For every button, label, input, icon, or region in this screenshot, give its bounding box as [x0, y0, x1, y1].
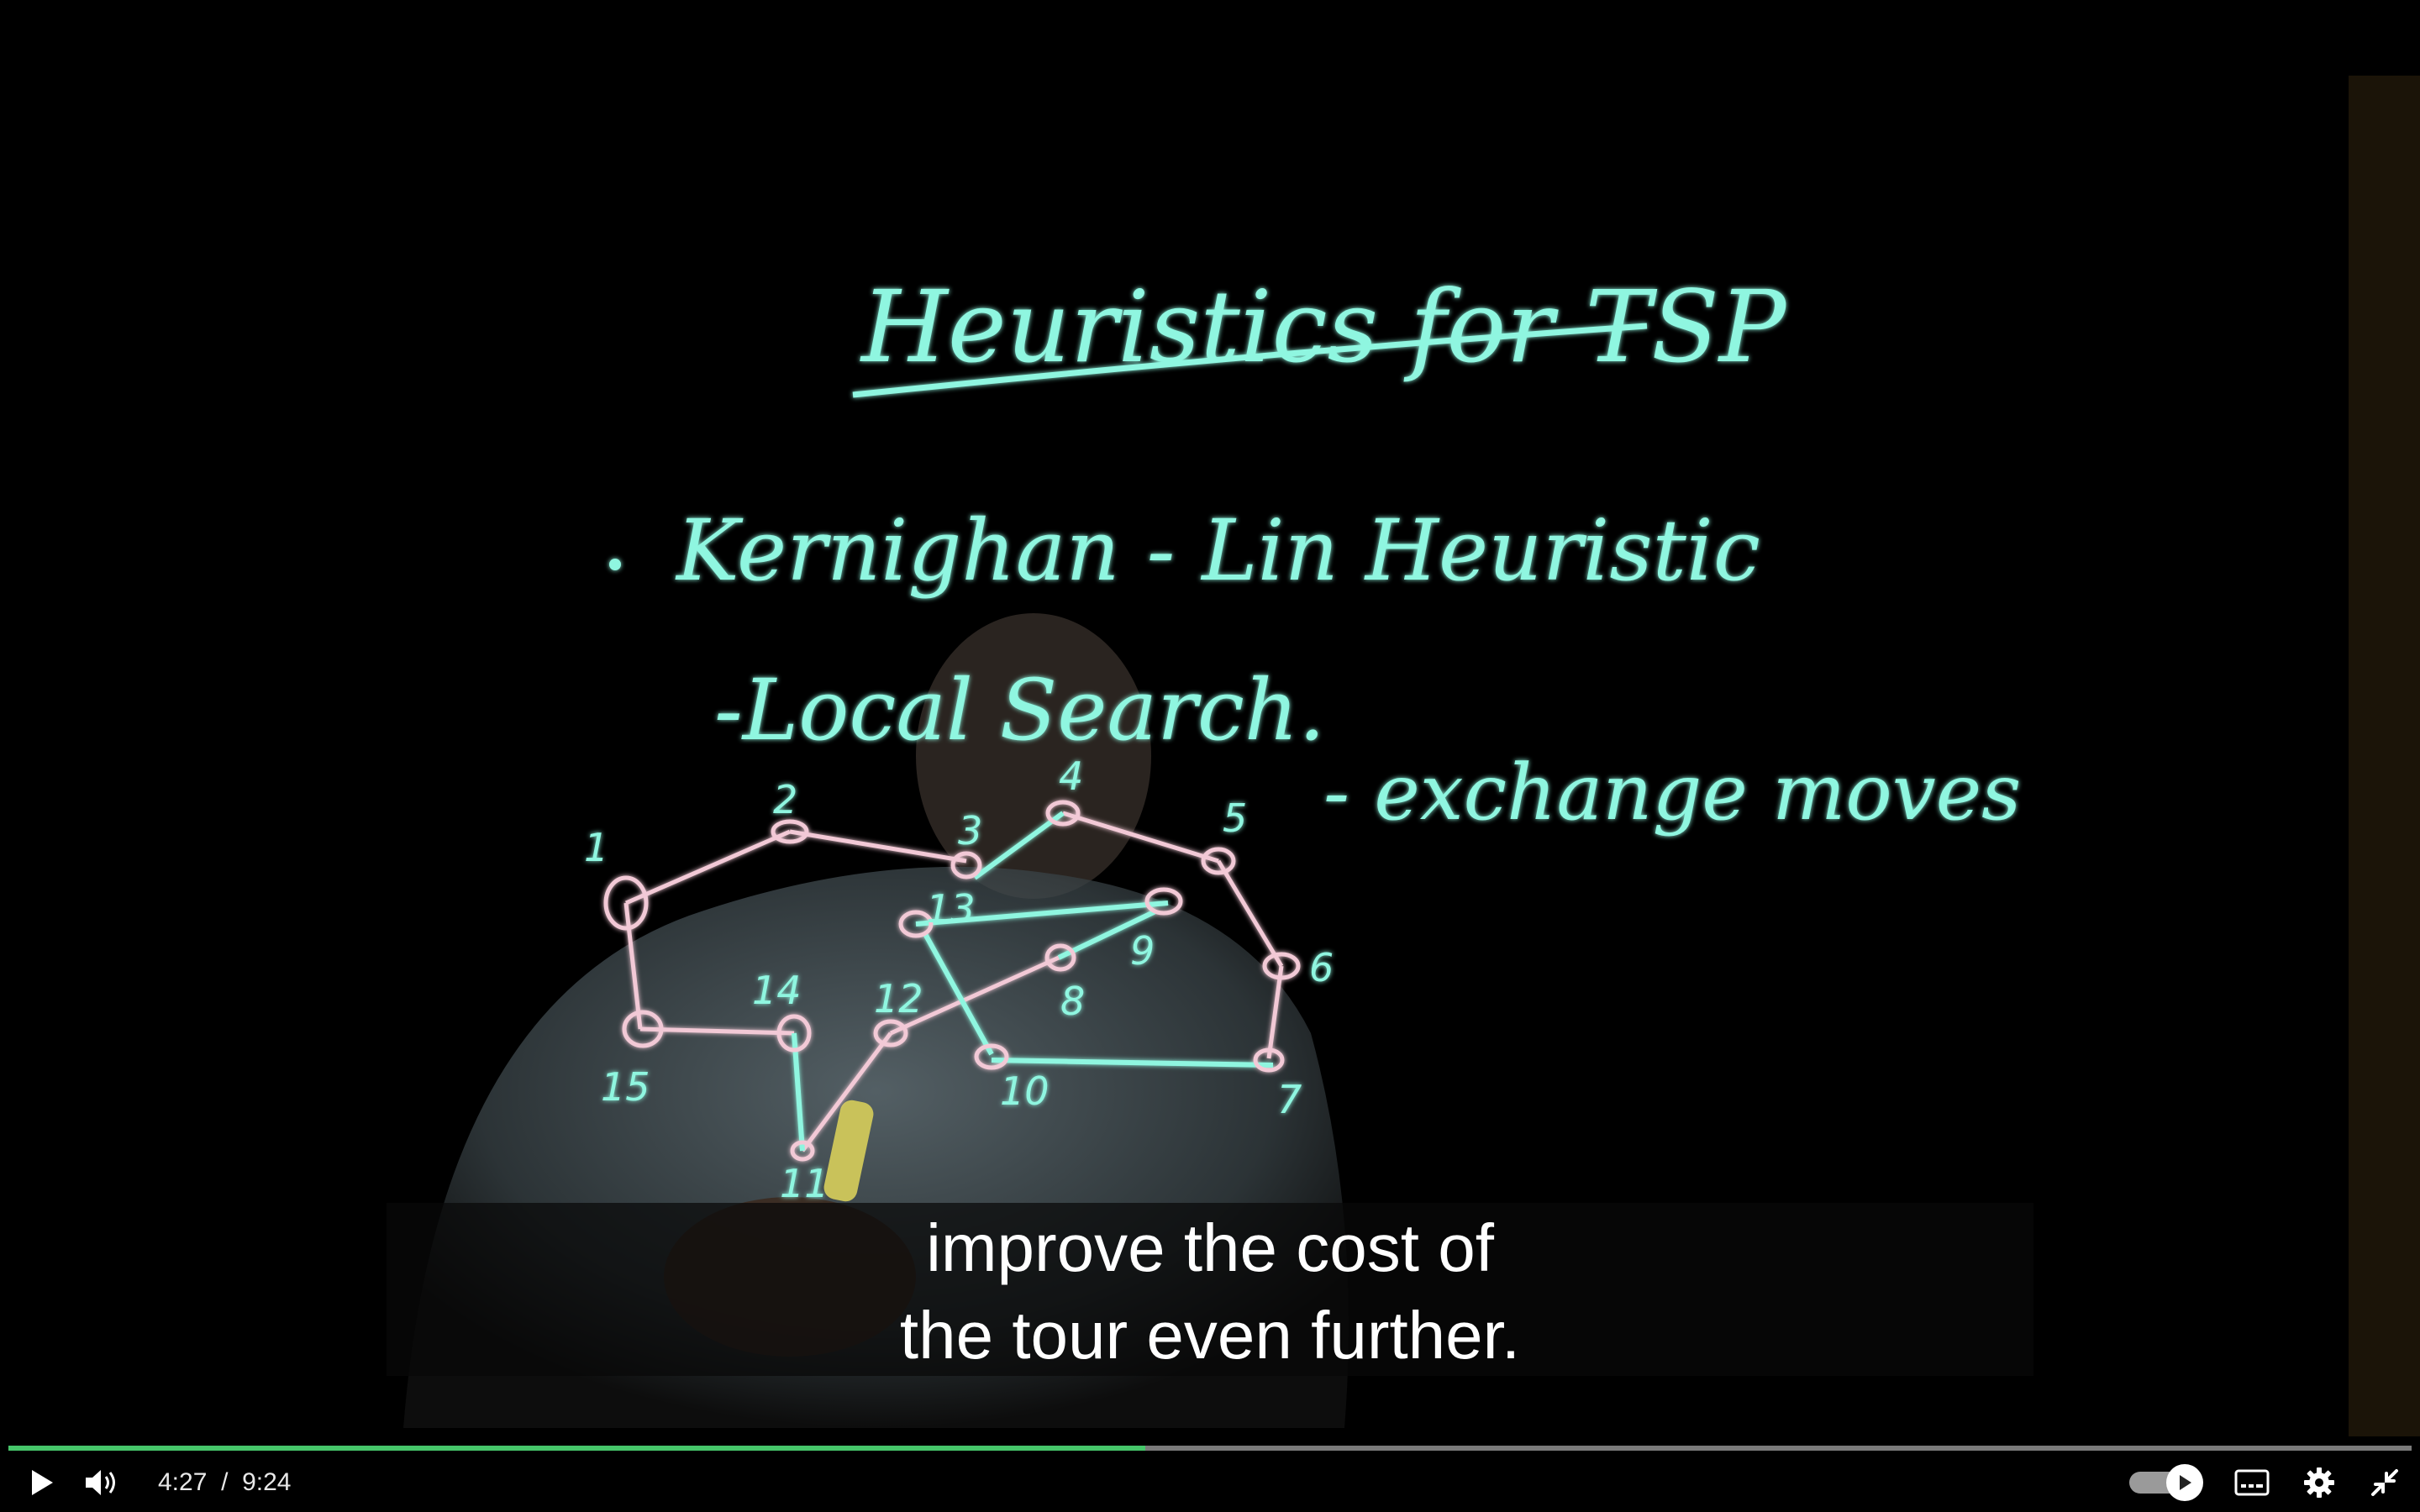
node-13 — [898, 910, 934, 938]
autoplay-toggle-knob[interactable] — [2166, 1464, 2203, 1501]
node-label-10: 10 — [1000, 1068, 1050, 1114]
node-10 — [974, 1043, 1009, 1070]
node-label-7: 7 — [1277, 1077, 1302, 1122]
node-6 — [1262, 952, 1301, 980]
progress-played — [8, 1446, 1145, 1451]
node-4 — [1045, 800, 1081, 827]
node-11 — [790, 1140, 815, 1162]
node-3 — [950, 851, 982, 879]
tour-edges-cyan — [792, 811, 1274, 1152]
settings-button[interactable] — [2301, 1462, 2338, 1504]
captions-button[interactable] — [2232, 1462, 2272, 1504]
node-label-9: 9 — [1130, 928, 1155, 974]
exit-fullscreen-button[interactable] — [2366, 1462, 2403, 1504]
tour-edges-pink — [623, 811, 1284, 1152]
duration: 9:24 — [242, 1468, 292, 1496]
node-label-14: 14 — [752, 968, 802, 1013]
gear-icon — [2304, 1467, 2334, 1498]
node-label-4: 4 — [1059, 753, 1083, 799]
node-14 — [776, 1014, 812, 1053]
node-label-5: 5 — [1223, 795, 1247, 841]
volume-button[interactable] — [81, 1462, 123, 1504]
progress-bar[interactable] — [8, 1446, 2412, 1451]
node-label-2: 2 — [773, 777, 797, 822]
subtitle-box — [387, 1203, 2033, 1376]
node-9 — [1144, 887, 1183, 916]
time-display: 4:27 / 9:24 — [158, 1466, 291, 1499]
play-icon — [32, 1470, 53, 1495]
node-7 — [1253, 1047, 1285, 1073]
node-label-13: 13 — [926, 886, 976, 932]
title-underline — [852, 323, 1648, 398]
subtitle-line-1: improve the cost of — [926, 1210, 1494, 1285]
node-1 — [603, 875, 649, 931]
exit-fullscreen-icon — [2371, 1469, 2398, 1496]
node-2 — [771, 819, 809, 844]
node-label-3: 3 — [958, 808, 982, 853]
note-exchange-moves: - exchange moves — [1323, 748, 2021, 837]
node-5 — [1201, 847, 1236, 875]
node-8 — [1044, 943, 1076, 972]
board-title: Heuristics for TSP — [860, 269, 1788, 385]
time-separator: / — [221, 1468, 229, 1496]
node-label-15: 15 — [601, 1064, 650, 1110]
volume-icon — [86, 1470, 115, 1495]
subtitle-line-2: the tour even further. — [899, 1298, 1521, 1373]
bullet-local-search: -Local Search. — [714, 661, 1325, 759]
node-15 — [622, 1010, 664, 1048]
background-panel — [2349, 76, 2420, 1436]
autoplay-play-icon — [2180, 1475, 2191, 1490]
bullet-dot — [609, 559, 621, 570]
play-button[interactable] — [24, 1462, 60, 1504]
captions-icon — [2234, 1469, 2270, 1496]
node-label-1: 1 — [584, 825, 608, 870]
node-label-8: 8 — [1060, 979, 1085, 1024]
video-frame[interactable]: Heuristics for TSP Kernighan - Lin Heuri… — [0, 0, 2420, 1436]
node-label-6: 6 — [1309, 945, 1334, 990]
tour-graph: 1 2 3 4 5 6 7 8 9 10 11 12 13 14 15 — [584, 753, 1334, 1206]
tour-nodes — [603, 800, 1301, 1162]
node-12 — [873, 1019, 908, 1047]
bullet-kernighan-lin: Kernighan - Lin Heuristic — [675, 501, 1760, 600]
node-label-11: 11 — [780, 1161, 829, 1206]
current-time: 4:27 — [158, 1468, 208, 1496]
node-label-12: 12 — [874, 976, 923, 1021]
